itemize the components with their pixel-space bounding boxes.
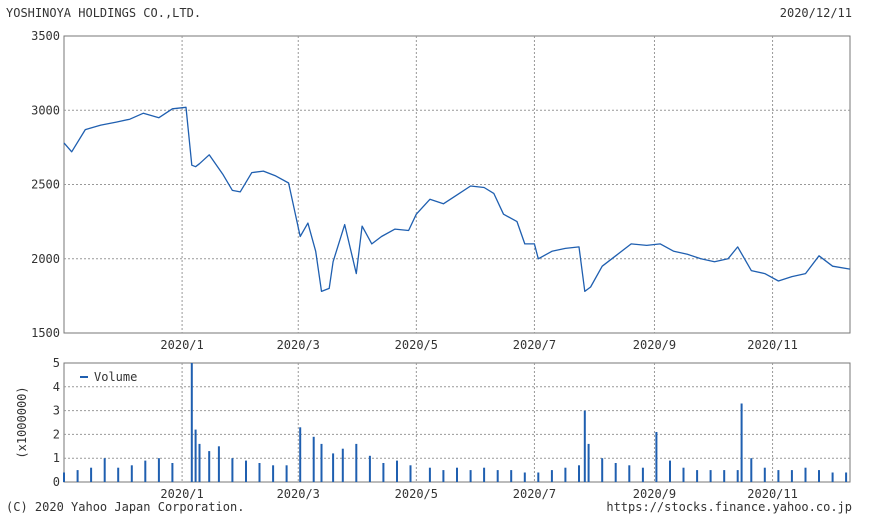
volume-bar bbox=[818, 470, 820, 482]
price-xtick-label: 2020/11 bbox=[747, 338, 798, 352]
volume-xtick-label: 2020/5 bbox=[395, 487, 438, 501]
volume-bar bbox=[777, 470, 780, 482]
volume-bar bbox=[382, 463, 385, 482]
volume-bar bbox=[496, 470, 499, 482]
volume-bar bbox=[76, 470, 79, 482]
volume-bar bbox=[312, 436, 315, 482]
volume-bar bbox=[258, 463, 261, 482]
volume-ytick-label: 0 bbox=[53, 475, 60, 489]
price-ytick-label: 1500 bbox=[31, 326, 60, 340]
price-ytick-label: 2500 bbox=[31, 178, 60, 192]
volume-bar bbox=[564, 467, 567, 482]
volume-bar bbox=[63, 472, 65, 482]
volume-bar bbox=[442, 470, 445, 482]
volume-bar bbox=[740, 403, 743, 482]
volume-bar bbox=[736, 470, 739, 482]
copyright-text: (C) 2020 Yahoo Japan Corporation. bbox=[6, 500, 245, 514]
volume-xtick-label: 2020/9 bbox=[633, 487, 676, 501]
price-xtick-label: 2020/7 bbox=[513, 338, 556, 352]
volume-bar bbox=[510, 470, 513, 482]
volume-bar bbox=[409, 465, 412, 482]
volume-bar bbox=[198, 443, 201, 482]
chart-date: 2020/12/11 bbox=[779, 6, 852, 20]
price-frame bbox=[63, 35, 851, 334]
volume-xtick-label: 2020/11 bbox=[747, 487, 798, 501]
volume-ytick-label: 1 bbox=[53, 451, 60, 465]
price-xtick-label: 2020/3 bbox=[277, 338, 320, 352]
volume-bar bbox=[194, 429, 197, 482]
volume-bar bbox=[190, 363, 193, 482]
volume-ytick-label: 2 bbox=[53, 427, 60, 441]
volume-bar bbox=[682, 467, 685, 482]
volume-bar bbox=[103, 458, 106, 482]
volume-bar bbox=[208, 451, 211, 482]
price-series-line bbox=[63, 106, 851, 293]
volume-bar bbox=[469, 470, 472, 482]
volume-bar bbox=[763, 467, 766, 482]
volume-bar bbox=[332, 453, 335, 482]
volume-bar bbox=[231, 458, 234, 482]
volume-bar bbox=[157, 458, 160, 482]
volume-bar bbox=[90, 467, 93, 482]
price-ytick-label: 3000 bbox=[31, 103, 60, 117]
company-name: YOSHINOYA HOLDINGS CO.,LTD. bbox=[6, 6, 202, 20]
price-ytick-label: 2000 bbox=[31, 252, 60, 266]
volume-bar bbox=[320, 443, 323, 482]
volume-bar bbox=[845, 472, 848, 482]
volume-bar bbox=[601, 458, 604, 482]
volume-bar bbox=[117, 467, 120, 482]
volume-xtick-label: 2020/1 bbox=[160, 487, 203, 501]
volume-bar bbox=[396, 460, 398, 482]
volume-bar bbox=[696, 470, 699, 482]
volume-bar bbox=[537, 472, 540, 482]
legend-label: Volume bbox=[94, 370, 137, 384]
volume-bar bbox=[285, 465, 288, 482]
volume-bar bbox=[628, 465, 631, 482]
volume-bar bbox=[368, 455, 371, 482]
volume-bar bbox=[341, 448, 344, 482]
volume-bar bbox=[299, 427, 302, 482]
volume-bar bbox=[578, 465, 580, 482]
volume-bar bbox=[750, 458, 753, 482]
volume-bar bbox=[272, 465, 275, 482]
volume-bar bbox=[217, 446, 220, 482]
volume-bar bbox=[790, 470, 793, 482]
volume-frame bbox=[63, 362, 851, 483]
volume-bar bbox=[709, 470, 712, 482]
volume-bar bbox=[456, 467, 458, 482]
volume-bar bbox=[144, 460, 147, 482]
volume-ytick-label: 4 bbox=[53, 380, 60, 394]
volume-ytick-label: 3 bbox=[53, 404, 60, 418]
volume-bar bbox=[614, 463, 617, 482]
price-xtick-label: 2020/9 bbox=[633, 338, 676, 352]
volume-xtick-label: 2020/7 bbox=[513, 487, 556, 501]
price-xtick-label: 2020/5 bbox=[395, 338, 438, 352]
volume-bar bbox=[355, 443, 358, 482]
volume-bar bbox=[655, 432, 658, 482]
volume-ytick-label: 5 bbox=[53, 356, 60, 370]
source-link[interactable]: https://stocks.finance.yahoo.co.jp bbox=[606, 500, 852, 514]
volume-bar bbox=[583, 410, 586, 482]
volume-xtick-label: 2020/3 bbox=[277, 487, 320, 501]
volume-axis-unit-label: (x1000000) bbox=[15, 386, 29, 458]
volume-bar bbox=[130, 465, 133, 482]
price-xtick-label: 2020/1 bbox=[160, 338, 203, 352]
volume-bar bbox=[483, 467, 486, 482]
volume-bar bbox=[641, 467, 644, 482]
volume-bar bbox=[831, 472, 834, 482]
volume-bar bbox=[587, 443, 590, 482]
volume-bar bbox=[804, 467, 807, 482]
price-ytick-label: 3500 bbox=[31, 29, 60, 43]
volume-bar bbox=[550, 470, 553, 482]
volume-bar bbox=[428, 467, 431, 482]
volume-bar bbox=[723, 470, 726, 482]
volume-bar bbox=[245, 460, 247, 482]
volume-bar bbox=[171, 463, 174, 482]
volume-bar bbox=[669, 460, 671, 482]
volume-bar bbox=[523, 472, 526, 482]
